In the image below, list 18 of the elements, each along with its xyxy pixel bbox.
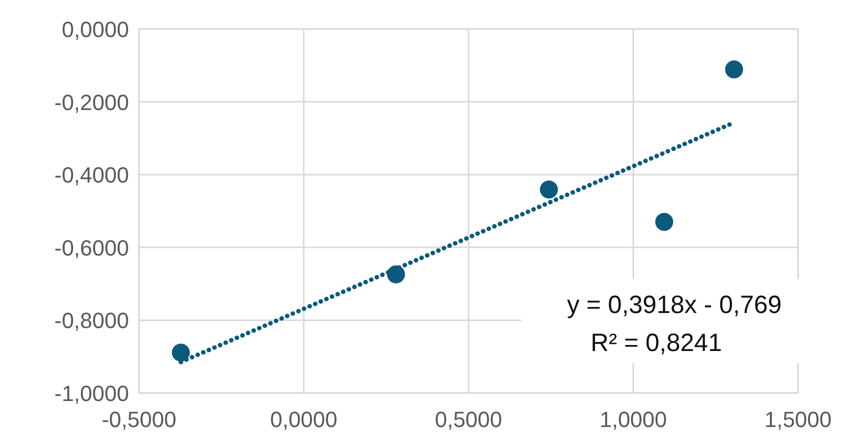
- y-tick-label: -0,6000: [54, 235, 129, 260]
- y-tick-label: -1,0000: [54, 381, 129, 406]
- x-tick-label: 0,5000: [434, 407, 502, 432]
- y-tick-label: 0,0000: [62, 17, 129, 42]
- x-tick-label: 0,0000: [270, 407, 338, 432]
- point: [725, 60, 744, 78]
- point: [172, 344, 190, 362]
- x-tick-label: -0,5000: [102, 407, 176, 432]
- x-tick-label: 1,0000: [600, 407, 667, 432]
- y-tick-label: -0,2000: [54, 90, 129, 115]
- y-tick-label: -0,8000: [54, 308, 129, 334]
- point: [540, 180, 558, 199]
- annotation: R² = 0,8241: [590, 329, 722, 357]
- y-tick-label: -0,4000: [54, 162, 129, 188]
- x-tick-label: 1,5000: [764, 407, 832, 432]
- point: [655, 212, 674, 231]
- point: [387, 265, 406, 284]
- annotation: y = 0,3918x - 0,769: [566, 291, 782, 319]
